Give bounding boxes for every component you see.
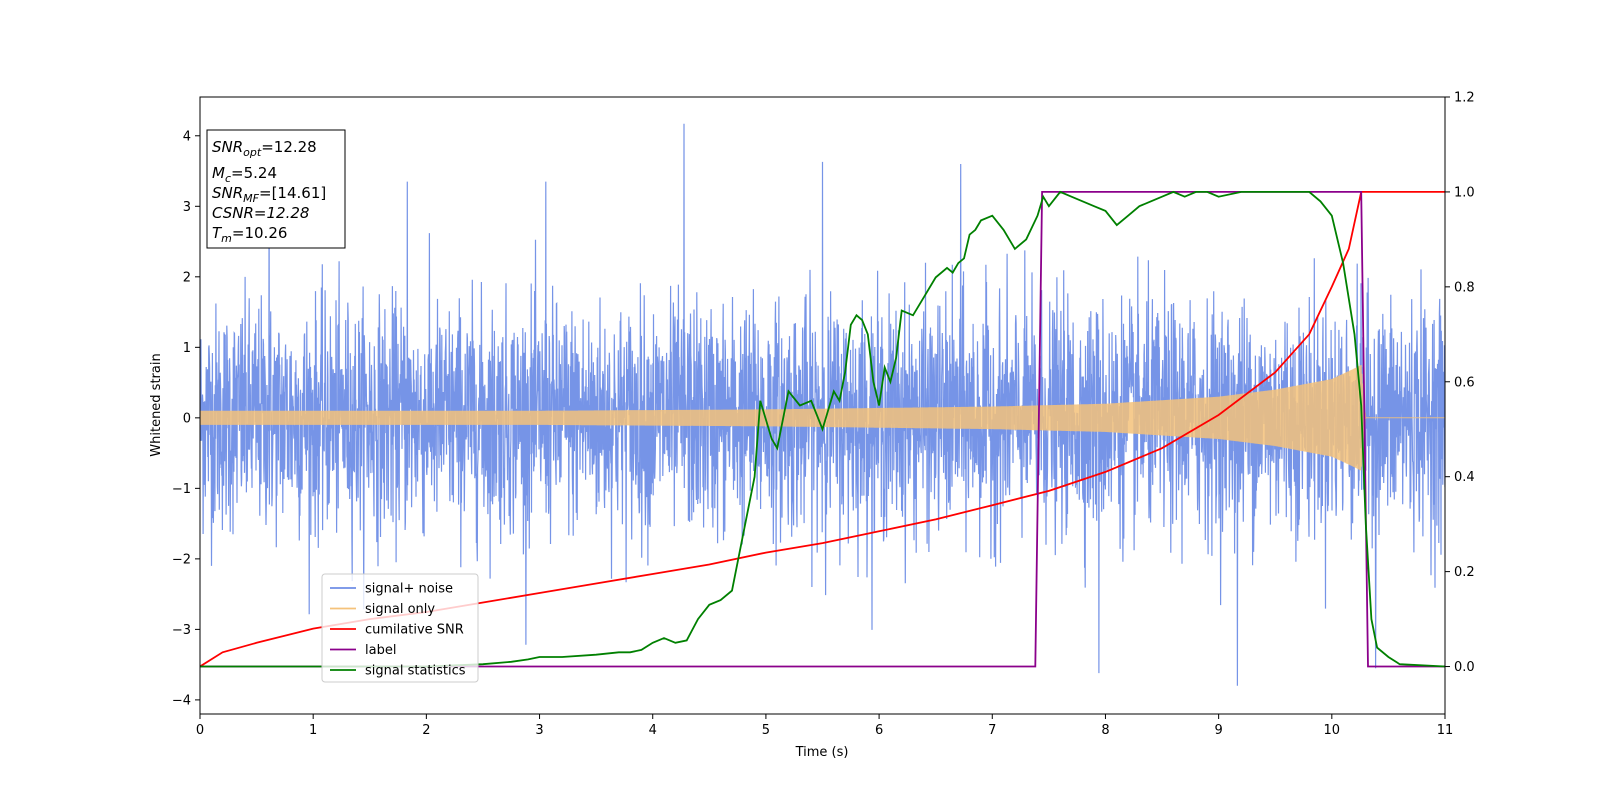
y-axis-label-left: Whitened strain <box>149 353 164 456</box>
legend-frame <box>321 573 479 683</box>
info-snr-mf: SNRMF=[14.61] <box>212 184 326 205</box>
info-csnr: CSNR=12.28 <box>212 204 309 222</box>
y-tick-label-right: 0.8 <box>1454 280 1475 295</box>
y-tick-label-right: 0.2 <box>1454 565 1475 580</box>
x-tick-label: 9 <box>1214 723 1222 738</box>
legend-label: signal statistics <box>365 664 466 679</box>
y-tick-label-right: 0.4 <box>1454 470 1475 485</box>
x-tick-label: 11 <box>1437 723 1454 738</box>
y-tick-label-left: 2 <box>183 270 191 285</box>
y-tick-label-left: −1 <box>172 482 191 497</box>
y-tick-label-left: 1 <box>183 341 191 356</box>
info-box-frame <box>206 129 346 249</box>
info-mc: Mc=5.24 <box>212 164 277 185</box>
series-signal-noise-line <box>200 123 1445 686</box>
legend-label: signal only <box>365 602 435 617</box>
info-snr-opt: SNRopt=12.28 <box>212 138 317 159</box>
y-tick-label-left: −2 <box>172 552 191 567</box>
x-tick-label: 2 <box>422 723 430 738</box>
y-tick-label-right: 0.0 <box>1454 660 1475 675</box>
x-tick-label: 6 <box>875 723 883 738</box>
y-tick-label-left: 0 <box>183 411 191 426</box>
legend-label: signal+ noise <box>365 582 453 597</box>
y-tick-label-left: 3 <box>183 200 191 215</box>
y-tick-label-left: 4 <box>183 129 191 144</box>
y-tick-label-left: −3 <box>172 623 191 638</box>
legend: signal+ noise signal only cumilative SNR la… <box>321 573 479 683</box>
x-tick-label: 5 <box>762 723 770 738</box>
legend-label: cumilative SNR <box>365 623 464 638</box>
y-tick-label-left: −4 <box>172 693 191 708</box>
x-tick-label: 8 <box>1101 723 1109 738</box>
axes: 0 1 2 3 4 5 6 7 8 9 10 11 −4 −3 −2 −1 0 1 2 3 4 0.0 0.2 0.4 0.6 0… <box>172 91 1475 739</box>
x-tick-label: 3 <box>535 723 543 738</box>
plot-frame <box>199 96 1446 715</box>
y-tick-label-right: 1.2 <box>1454 91 1475 106</box>
x-tick-label: 7 <box>988 723 996 738</box>
info-tm: Tm=10.26 <box>212 224 287 245</box>
x-tick-label: 10 <box>1324 723 1341 738</box>
x-tick-label: 0 <box>196 723 204 738</box>
legend-label: label <box>365 643 396 658</box>
x-tick-label: 4 <box>649 723 657 738</box>
x-tick-label: 1 <box>309 723 317 738</box>
y-tick-label-right: 0.6 <box>1454 375 1475 390</box>
x-axis-label: Time (s) <box>795 745 849 760</box>
series-signal-statistics-line <box>200 190 1445 668</box>
info-box: SNRopt=12.28 Mc=5.24 SNRMF=[14.61] CSNR=… <box>206 129 346 249</box>
y-tick-label-right: 1.0 <box>1454 185 1475 200</box>
series-signal-only-line <box>200 364 1445 471</box>
